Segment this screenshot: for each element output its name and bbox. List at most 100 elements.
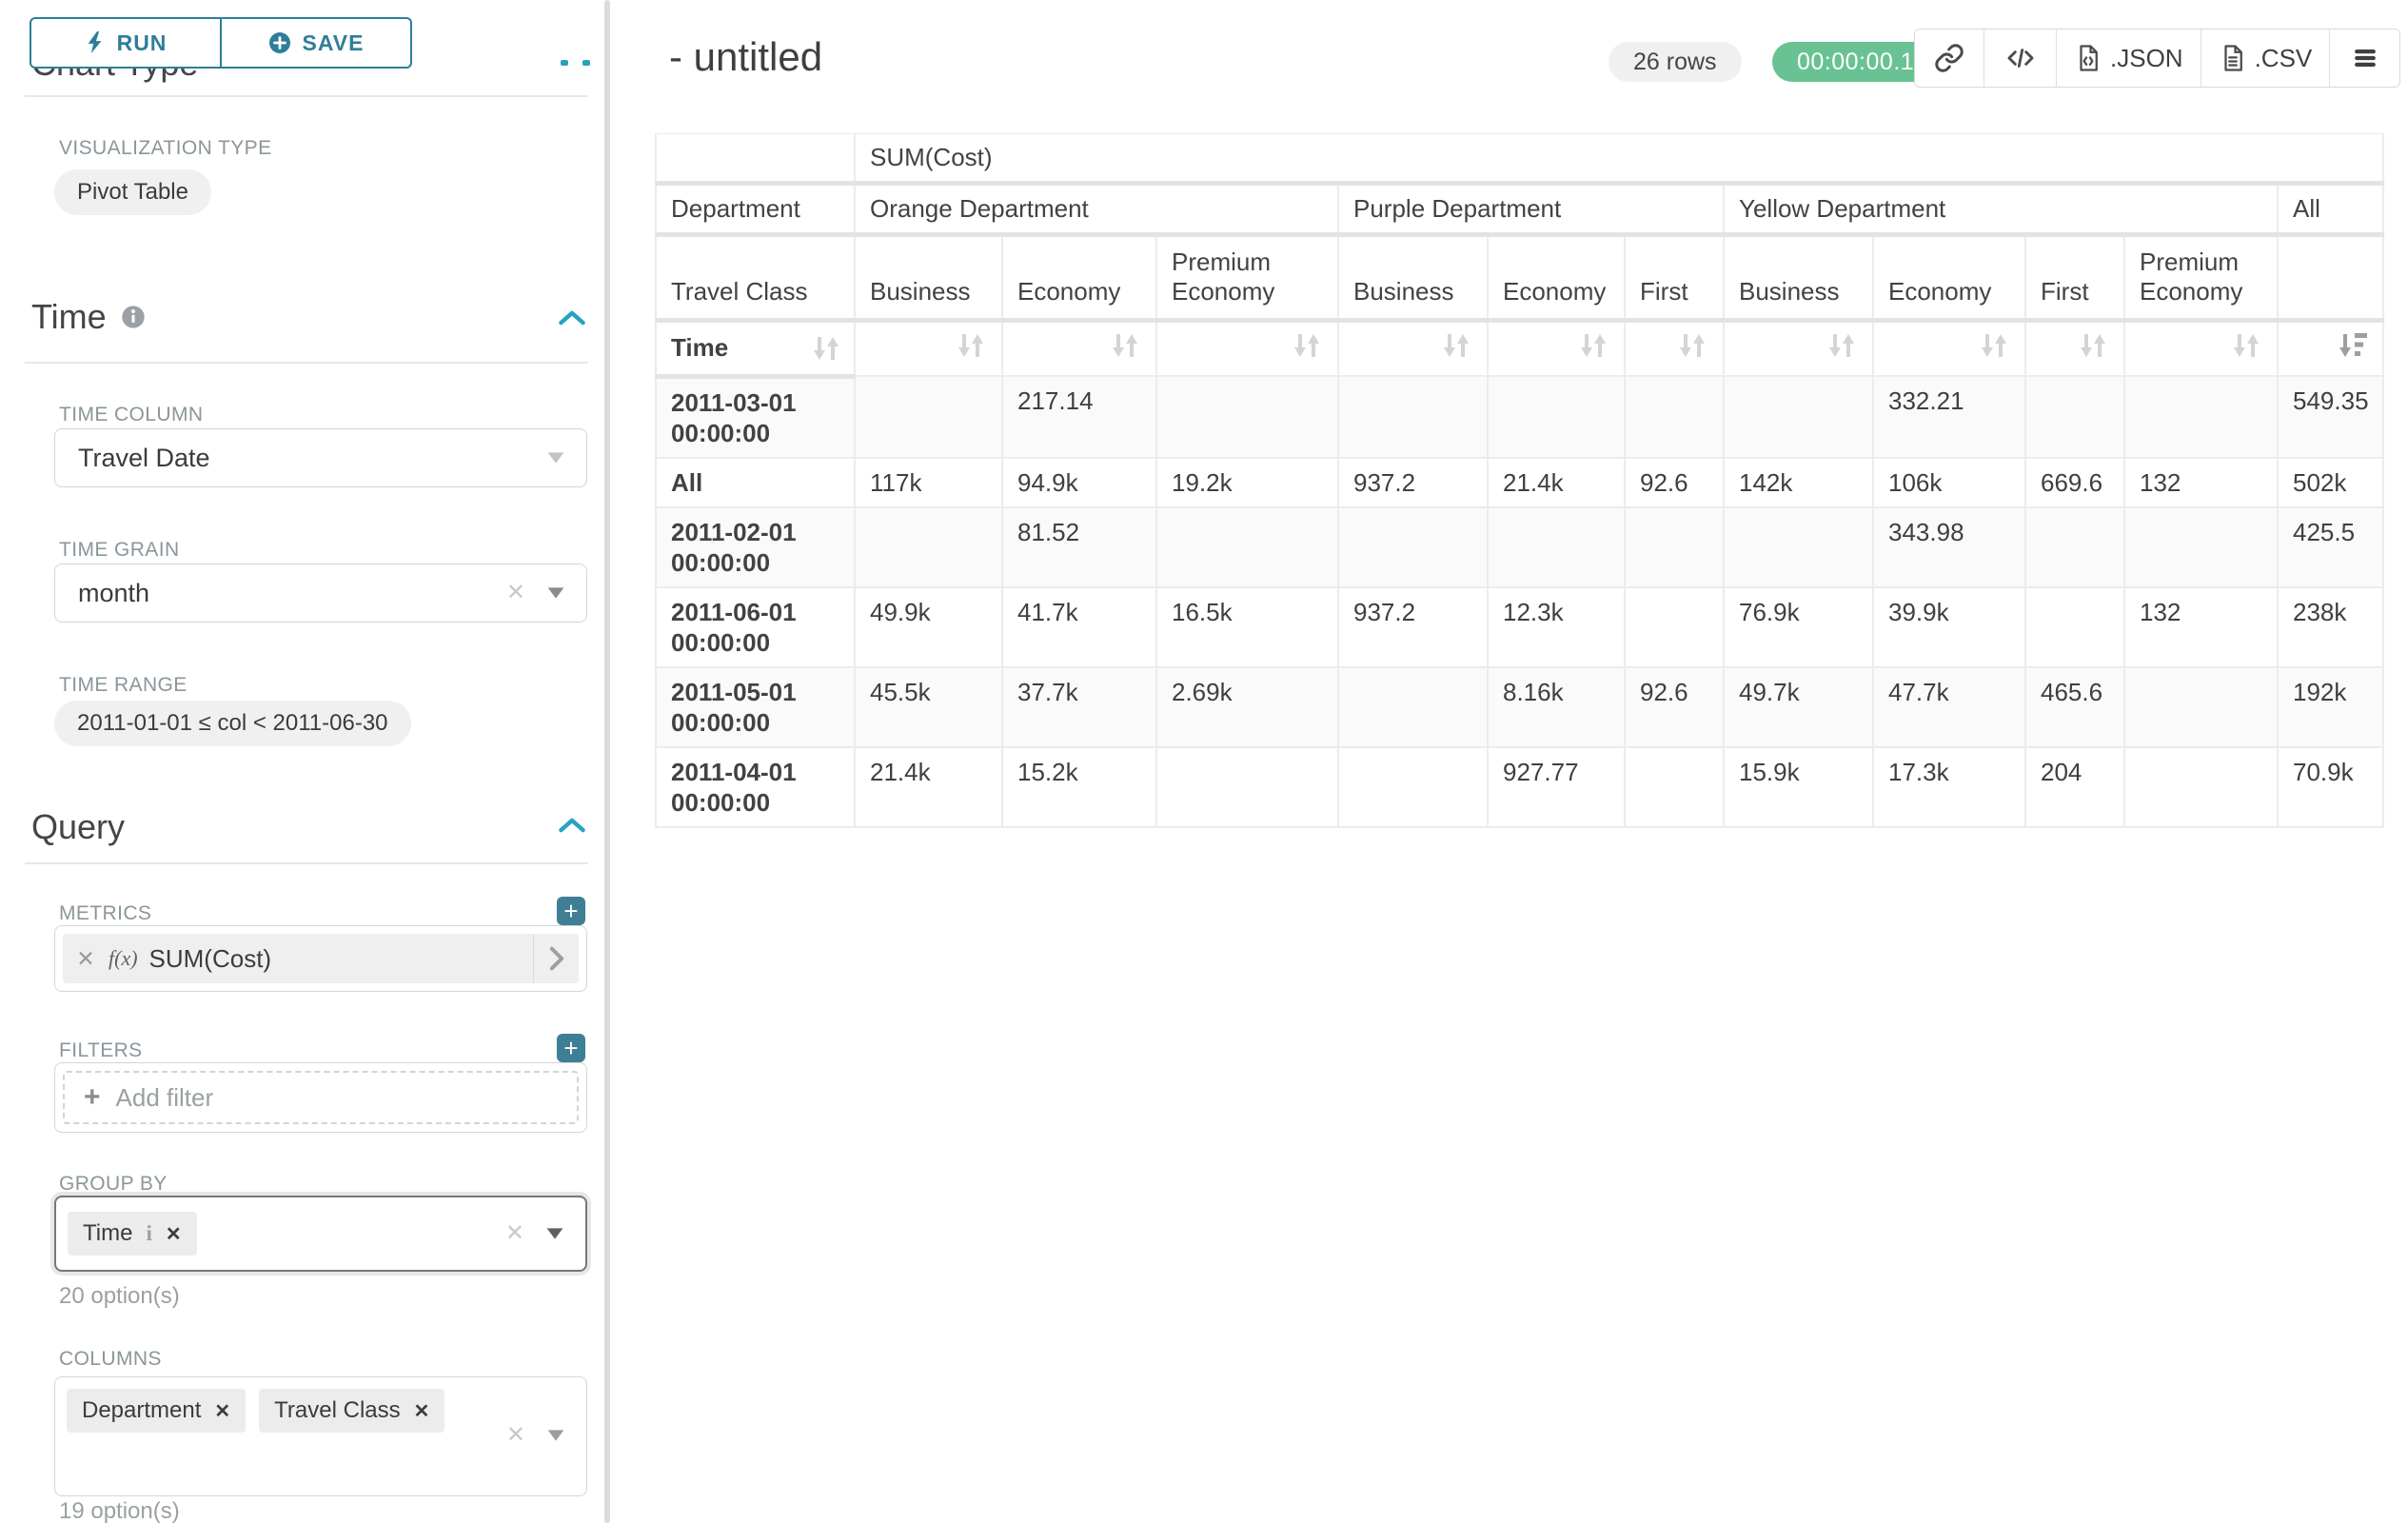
dimension-tag[interactable]: Department ✕ [67, 1389, 247, 1433]
sort-toggle-cell[interactable] [1724, 320, 1874, 377]
time-grain-select[interactable]: month ✕ [54, 564, 587, 623]
save-button[interactable]: SAVE [221, 17, 412, 69]
metric-header-row: SUM(Cost) [656, 133, 2385, 186]
sort-toggle-icon[interactable] [810, 334, 842, 363]
columns-label: COLUMNS [59, 1348, 162, 1370]
remove-tag-icon[interactable]: ✕ [165, 1223, 182, 1245]
pivot-value-cell: 669.6 [2025, 457, 2125, 508]
copy-link-button[interactable] [1915, 30, 1984, 87]
pivot-value-cell [1338, 376, 1489, 459]
csv-file-icon [2223, 45, 2242, 71]
add-metric-button[interactable]: + [557, 897, 585, 925]
sort-toggle-icon[interactable] [1577, 331, 1609, 360]
pivot-value-cell [1488, 376, 1626, 459]
chevron-down-icon[interactable] [546, 586, 565, 600]
collapse-time-section-icon[interactable] [557, 309, 587, 326]
travel-class-header: Business [1338, 234, 1489, 323]
sort-toggle-cell[interactable] [1338, 320, 1489, 377]
export-csv-button[interactable]: .CSV [2200, 30, 2330, 87]
sort-toggle-cell[interactable] [855, 320, 1003, 377]
remove-tag-icon[interactable]: ✕ [214, 1400, 231, 1422]
corner-cell [656, 133, 856, 186]
metrics-box: ✕ f(x) SUM(Cost) [54, 925, 587, 992]
sort-toggle-icon[interactable] [2230, 331, 2262, 360]
pivot-value-cell: 927.77 [1488, 746, 1626, 828]
travel-class-header: Economy [1873, 234, 2026, 323]
group-by-select[interactable]: Time i ✕ ✕ [54, 1196, 587, 1272]
control-panel-sidebar: Chart Type RUN SAVE VISUALIZATION TYPE P… [0, 0, 617, 1523]
metric-chip[interactable]: ✕ f(x) SUM(Cost) [63, 934, 579, 983]
query-section-title: Query [31, 807, 126, 846]
clear-icon[interactable]: ✕ [504, 1220, 524, 1246]
pivot-value-cell: 937.2 [1338, 457, 1489, 508]
add-filter-plus-button[interactable]: + [557, 1034, 585, 1062]
sort-toggle-icon[interactable] [2077, 331, 2109, 360]
embed-code-button[interactable] [1984, 30, 2056, 87]
travel-class-corner-label: Travel Class [656, 234, 856, 323]
remove-metric-icon[interactable]: ✕ [76, 945, 95, 971]
row-header: 2011-03-01 00:00:00 [656, 376, 856, 459]
sort-toggle-cell[interactable] [1156, 320, 1339, 377]
travel-class-header: First [1625, 234, 1725, 323]
time-range-pill[interactable]: 2011-01-01 ≤ col < 2011-06-30 [54, 701, 411, 746]
sort-toggle-cell[interactable] [1002, 320, 1157, 377]
sort-toggle-icon[interactable] [1676, 331, 1708, 360]
add-filter-dropzone[interactable]: + Add filter [63, 1071, 579, 1124]
code-icon [2007, 49, 2033, 68]
sort-toggle-cell[interactable] [1873, 320, 2026, 377]
chevron-down-icon[interactable] [546, 1429, 565, 1442]
chevron-down-icon[interactable] [546, 451, 565, 465]
pivot-value-cell: 19.2k [1156, 457, 1339, 508]
travel-class-header: Premium Economy [1156, 234, 1339, 323]
expand-metric-icon[interactable] [533, 934, 579, 983]
columns-select[interactable]: Department ✕ Travel Class ✕ ✕ [54, 1376, 587, 1496]
pivot-value-cell [1338, 746, 1489, 828]
dimension-tag[interactable]: Time i ✕ [68, 1212, 197, 1256]
sort-toggle-icon[interactable] [1291, 331, 1323, 360]
sort-toggle-icon[interactable] [1978, 331, 2010, 360]
chart-title: - untitled [669, 34, 823, 79]
visualization-type-pill[interactable]: Pivot Table [54, 169, 211, 215]
sort-toggle-icon[interactable] [1440, 331, 1472, 360]
run-button[interactable]: RUN [30, 17, 221, 69]
sort-toggle-cell[interactable] [1625, 320, 1725, 377]
sort-descending-icon[interactable] [2336, 331, 2368, 360]
sort-toggle-icon[interactable] [1109, 331, 1141, 360]
pivot-value-cell [855, 376, 1003, 459]
clear-icon[interactable]: ✕ [505, 580, 525, 605]
time-column-select[interactable]: Travel Date [54, 428, 587, 487]
add-filter-placeholder: Add filter [115, 1082, 214, 1112]
menu-button[interactable] [2329, 30, 2400, 87]
pivot-value-cell [1724, 376, 1874, 459]
pivot-value-cell [2124, 506, 2279, 588]
sort-toggle-cell[interactable] [2124, 320, 2279, 377]
export-json-label: .JSON [2110, 43, 2183, 72]
hamburger-menu-icon [2354, 49, 2376, 67]
row-header: 2011-02-01 00:00:00 [656, 506, 856, 588]
remove-tag-icon[interactable]: ✕ [413, 1400, 430, 1422]
collapse-query-section-icon[interactable] [557, 817, 587, 834]
sort-toggle-icon[interactable] [1826, 331, 1858, 360]
metrics-label: METRICS [59, 902, 152, 924]
clear-icon[interactable]: ✕ [505, 1422, 525, 1448]
group-by-tags: Time i ✕ [68, 1212, 210, 1256]
json-file-icon [2080, 45, 2098, 71]
sort-toggle-cell[interactable] [2278, 320, 2385, 377]
pivot-value-cell: 92.6 [1625, 457, 1725, 508]
dimension-tag[interactable]: Travel Class ✕ [259, 1389, 445, 1433]
export-button-group: .JSON .CSV [1914, 29, 2401, 88]
group-by-label: GROUP BY [59, 1173, 168, 1195]
sort-toggle-icon[interactable] [955, 331, 987, 360]
pivot-value-cell: 17.3k [1873, 746, 2026, 828]
sort-toggle-cell[interactable] [1488, 320, 1626, 377]
pivot-value-cell: 8.16k [1488, 666, 1626, 748]
export-json-button[interactable]: .JSON [2056, 30, 2201, 87]
time-grain-label: TIME GRAIN [59, 539, 180, 561]
sidebar-scrollbar[interactable] [604, 0, 610, 1523]
sort-toggle-cell[interactable] [2025, 320, 2125, 377]
chevron-down-icon[interactable] [545, 1227, 564, 1240]
pivot-value-cell: 16.5k [1156, 586, 1339, 668]
time-corner-cell[interactable]: Time [656, 320, 856, 379]
travel-class-header: Economy [1002, 234, 1157, 323]
